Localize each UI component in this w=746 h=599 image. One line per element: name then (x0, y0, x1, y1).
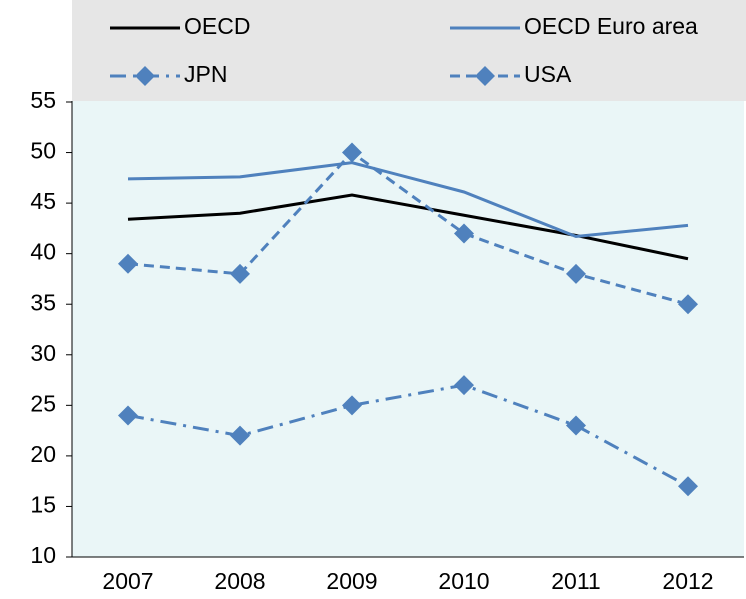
data-point (454, 223, 474, 244)
y-tick-label: 30 (30, 340, 56, 366)
plot-background (72, 101, 744, 557)
x-tick-label: 2008 (214, 568, 265, 594)
legend-marker (135, 66, 155, 86)
x-tick-label: 2007 (102, 568, 153, 594)
x-tick-label: 2009 (326, 568, 377, 594)
y-tick-label: 50 (30, 138, 56, 164)
y-tick-label: 35 (30, 289, 56, 315)
y-tick-label: 25 (30, 390, 56, 416)
y-tick-label: 45 (30, 188, 56, 214)
legend-label: OECD Euro area (524, 13, 698, 39)
data-point (230, 263, 250, 284)
data-point (342, 142, 362, 163)
y-tick-label: 40 (30, 239, 56, 265)
x-tick-label: 2010 (438, 568, 489, 594)
y-tick-label: 55 (30, 87, 56, 113)
data-point (566, 263, 586, 284)
data-point (566, 415, 586, 436)
legend-label: USA (524, 61, 572, 87)
data-point (230, 425, 250, 446)
series-line (127, 161, 689, 239)
data-point (342, 395, 362, 416)
y-tick-label: 10 (30, 542, 56, 568)
y-tick-label: 15 (30, 492, 56, 518)
data-point (118, 405, 138, 426)
legend-background (72, 0, 746, 101)
legend-marker (475, 66, 495, 86)
data-point (678, 476, 698, 497)
x-tick-label: 2012 (662, 568, 713, 594)
x-tick-label: 2011 (551, 568, 600, 594)
data-point (678, 294, 698, 315)
y-tick-label: 20 (30, 441, 56, 467)
legend-label: JPN (184, 61, 227, 87)
data-point (118, 253, 138, 274)
legend-label: OECD (184, 13, 250, 39)
data-point (454, 375, 474, 396)
series-line (127, 193, 689, 261)
